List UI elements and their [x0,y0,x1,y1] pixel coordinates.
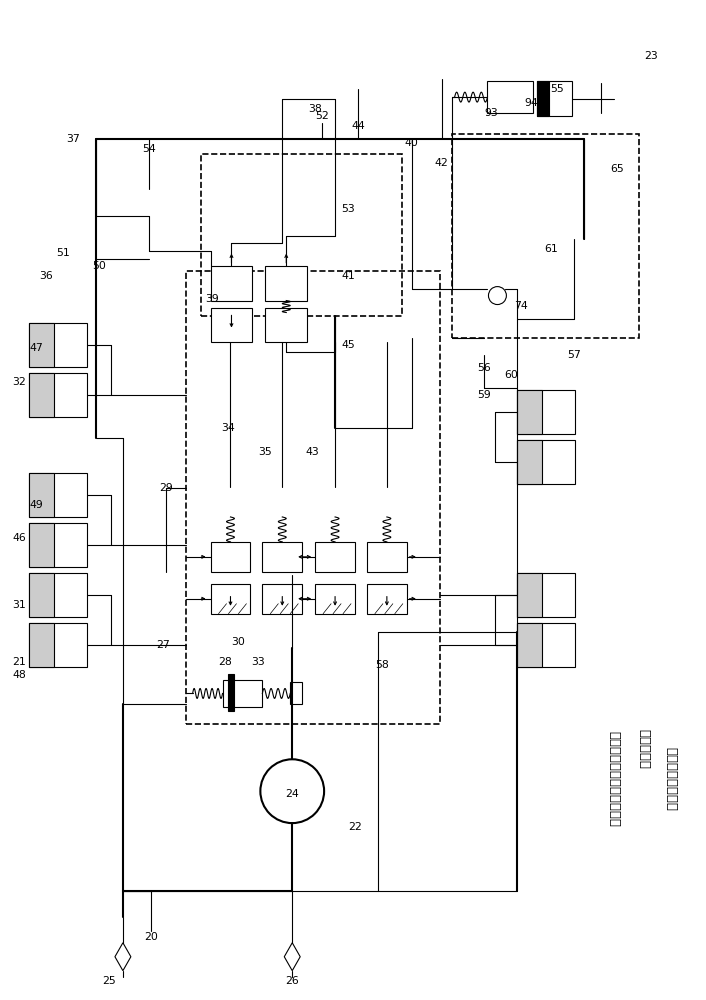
Text: 30: 30 [232,637,246,647]
Text: 38: 38 [309,104,322,114]
Text: 49: 49 [30,500,43,510]
Text: 47: 47 [30,343,43,353]
Text: 39: 39 [205,294,220,304]
Bar [517,623,575,667]
Text: 58: 58 [375,660,389,670]
Text: 43: 43 [305,447,319,457]
Bar [201,154,402,316]
Bar [517,440,575,484]
Text: 56: 56 [477,363,491,373]
Text: 21: 21 [13,657,26,667]
Bar [29,323,87,367]
Bar [452,134,639,338]
Bar [29,523,54,567]
Bar [29,523,87,567]
Text: 35: 35 [258,447,273,457]
Text: 36: 36 [40,271,53,281]
Bar [263,542,302,572]
Circle shape [489,287,506,305]
Text: 44: 44 [351,121,365,131]
Bar [517,390,575,434]
Text: 54: 54 [142,144,156,154]
Bar [367,584,407,614]
Text: 48: 48 [13,670,26,680]
Text: 26: 26 [285,976,299,986]
Text: 61: 61 [544,244,558,254]
Bar [517,440,542,484]
Text: 57: 57 [567,350,581,360]
Bar [29,573,87,617]
Bar [265,308,307,342]
Text: 33: 33 [251,657,265,667]
Text: 31: 31 [13,600,26,610]
Bar [29,573,54,617]
Bar [290,682,302,704]
Text: 93: 93 [484,108,498,118]
Text: 24: 24 [285,789,299,799]
Text: 41: 41 [341,271,355,281]
Bar [29,623,54,667]
Bar [517,573,542,617]
Polygon shape [285,943,300,971]
Bar [186,271,440,724]
Bar [517,623,542,667]
Circle shape [261,759,324,823]
Bar [229,674,234,711]
Bar [210,584,251,614]
Bar [222,680,263,707]
Bar [210,542,251,572]
Text: 94: 94 [525,98,538,108]
Text: 55: 55 [550,84,564,94]
Text: 27: 27 [156,640,169,650]
Text: 51: 51 [56,248,70,258]
Text: 42: 42 [435,158,448,168]
Text: 弹簧储能器被排气: 弹簧储能器被排气 [664,747,677,811]
Text: 驻车位置并且没有储备压力: 驻车位置并且没有储备压力 [607,731,621,827]
Text: 59: 59 [477,390,491,400]
Bar [537,81,549,116]
Bar [315,542,355,572]
Text: 50: 50 [92,261,106,271]
Bar [265,266,307,301]
Text: 23: 23 [644,51,658,61]
Text: 65: 65 [610,164,624,174]
Bar [537,81,572,116]
Bar [263,584,302,614]
Text: 52: 52 [316,111,329,121]
Text: 无制动压力: 无制动压力 [638,729,650,769]
Text: 46: 46 [13,533,26,543]
Bar [315,584,355,614]
Text: 25: 25 [102,976,116,986]
Bar [517,390,542,434]
Text: 60: 60 [504,370,518,380]
Bar [29,373,54,417]
Polygon shape [115,943,131,971]
Text: 74: 74 [515,301,528,311]
Text: 40: 40 [405,138,419,148]
Bar [367,542,407,572]
Text: 32: 32 [13,377,26,387]
Text: 37: 37 [66,134,80,144]
Bar [29,473,54,517]
Bar [487,81,533,113]
Bar [29,323,54,367]
Text: 34: 34 [222,423,235,433]
Bar [29,373,87,417]
Text: 28: 28 [219,657,232,667]
Bar [29,623,87,667]
Text: 20: 20 [144,932,157,942]
Text: 29: 29 [159,483,172,493]
Bar [517,573,575,617]
Bar [210,266,253,301]
Text: 45: 45 [341,340,355,350]
Bar [210,308,253,342]
Bar [29,473,87,517]
Text: 53: 53 [341,204,355,214]
Text: 22: 22 [348,822,362,832]
